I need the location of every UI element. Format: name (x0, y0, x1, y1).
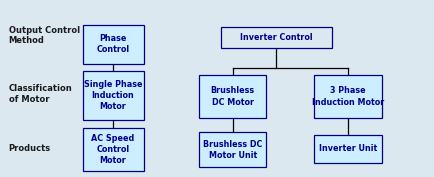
Text: Brushless DC
Motor Unit: Brushless DC Motor Unit (203, 139, 262, 160)
Text: Products: Products (9, 144, 51, 153)
FancyBboxPatch shape (220, 27, 331, 48)
Text: 3 Phase
Induction Motor: 3 Phase Induction Motor (311, 86, 383, 107)
Text: Brushless
DC Motor: Brushless DC Motor (210, 86, 254, 107)
Text: Inverter Unit: Inverter Unit (318, 144, 376, 153)
FancyBboxPatch shape (82, 25, 143, 64)
Text: Inverter Control: Inverter Control (240, 33, 312, 42)
Text: Phase
Control: Phase Control (96, 34, 129, 54)
Text: Output Control
Method: Output Control Method (9, 26, 80, 45)
FancyBboxPatch shape (82, 71, 143, 120)
FancyBboxPatch shape (199, 132, 266, 167)
FancyBboxPatch shape (313, 135, 381, 163)
Text: Single Phase
Induction
Motor: Single Phase Induction Motor (84, 80, 142, 111)
FancyBboxPatch shape (313, 75, 381, 118)
FancyBboxPatch shape (82, 128, 143, 171)
Text: Classification
of Motor: Classification of Motor (9, 84, 72, 104)
Text: AC Speed
Control
Motor: AC Speed Control Motor (91, 134, 135, 165)
FancyBboxPatch shape (199, 75, 266, 118)
